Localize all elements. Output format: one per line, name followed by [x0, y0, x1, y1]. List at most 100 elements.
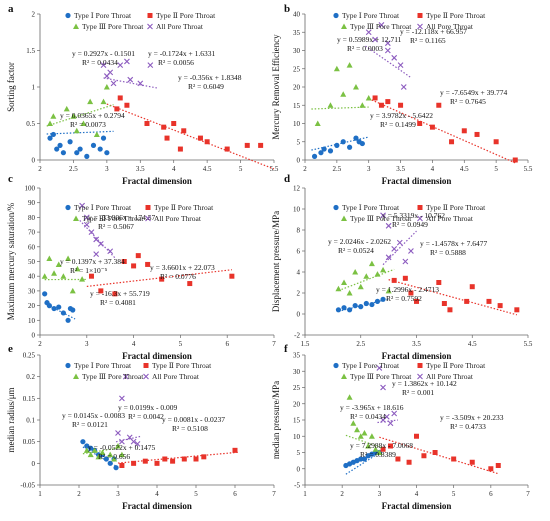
data-point-type3 [103, 84, 110, 90]
data-point-type3 [73, 127, 80, 134]
data-point-type1 [56, 304, 62, 310]
x-tick-label: 7 [272, 340, 276, 348]
data-point-all [117, 62, 124, 68]
r-squared-label: R² = 0.0121 [72, 420, 108, 429]
data-point-type3 [359, 102, 366, 108]
data-point-type1 [107, 460, 113, 466]
trend-line-type1 [338, 298, 389, 312]
r-squared-label: R² = 0.1165 [410, 36, 446, 45]
data-point-all [400, 84, 407, 90]
data-point-type3 [63, 105, 70, 112]
data-point-type1 [334, 142, 340, 148]
data-point-all [107, 248, 114, 255]
r-squared-label: R² = 0.5888 [430, 248, 466, 257]
y-tick-label: 25 [293, 384, 301, 392]
data-point-type3 [46, 255, 53, 262]
series-type2 [388, 275, 520, 316]
y-tick-label: 12 [293, 185, 301, 193]
series-type2 [368, 95, 518, 164]
legend-item-type2: Type Ⅱ Pore Throat [147, 11, 216, 20]
data-point-type1 [88, 445, 94, 451]
data-point-all [384, 47, 391, 54]
regression-equation: y = 3.9782x - 5.6422 [370, 111, 433, 120]
x-tick-label: 4 [431, 165, 435, 173]
data-point-type2 [170, 458, 176, 464]
regression-equation: y = 7.2988x - 7.0068 [350, 441, 413, 450]
data-point-all [127, 76, 134, 83]
legend-marker-all [143, 373, 149, 380]
data-point-all [396, 239, 403, 246]
y-tick-label: -5 [294, 482, 300, 490]
data-point-type3 [365, 443, 372, 449]
data-point-type3 [93, 131, 100, 137]
data-point-type1 [358, 456, 364, 462]
data-point-type1 [103, 456, 109, 462]
data-point-type1 [359, 140, 365, 147]
legend-item-type3: Type Ⅲ Pore Throat [73, 372, 144, 381]
x-tick-label: 2 [38, 340, 42, 348]
y-tick-label: 0.15 [23, 395, 36, 403]
legend-item-all: All Pore Throat [145, 214, 202, 223]
x-tick-label: 2 [38, 165, 42, 173]
y-tick-label: 0.5 [26, 120, 35, 128]
data-point-type3 [55, 261, 62, 267]
y-tick-label: 35 [293, 29, 301, 37]
trend-line-all [382, 230, 417, 266]
data-point-all [387, 420, 394, 427]
y-tick-label: 30 [293, 368, 301, 376]
trend-line-all [103, 77, 158, 89]
y-tick-label: 60 [28, 243, 36, 251]
data-point-type1 [54, 146, 60, 152]
data-point-type3 [87, 451, 94, 458]
data-point-type3 [350, 420, 357, 426]
data-point-type2 [154, 460, 160, 466]
legend-marker-type3 [341, 373, 347, 379]
data-point-type3 [372, 446, 379, 452]
series-all [100, 58, 158, 89]
legend-item-type1: Type Ⅰ Pore Throat [333, 11, 400, 20]
regression-equation: y = -7.6549x + 39.774 [440, 88, 507, 97]
regression-equation: y = 3.6601x + 22.073 [150, 263, 215, 272]
x-tick-label: 5 [494, 165, 498, 173]
data-point-type3 [376, 449, 383, 455]
data-point-type2 [406, 459, 412, 465]
panel-letter: e [8, 343, 13, 355]
data-point-type1 [90, 142, 97, 148]
data-point-type2 [380, 446, 386, 452]
data-point-type2 [514, 307, 520, 313]
x-tick-label: 4 [155, 490, 159, 498]
y-axis-title: median pressure/MPa [271, 381, 281, 459]
data-point-type1 [51, 305, 57, 312]
data-point-type3 [79, 276, 86, 282]
legend-label: Type Ⅱ Pore Throat [156, 11, 216, 20]
regression-equation: y = 1.2996x - 2.4713 [376, 285, 439, 294]
series-all [365, 22, 411, 90]
data-point-type3 [107, 451, 114, 458]
data-point-type1 [335, 307, 342, 313]
legend-item-all: All Pore Throat [147, 22, 204, 31]
legend-label: All Pore Throat [426, 22, 474, 31]
data-point-type2 [124, 102, 130, 108]
regression-equation: y = 2.0246x - 2.0262 [328, 237, 391, 246]
data-point-all [119, 438, 125, 445]
legend-label: Type Ⅲ Pore Throat [350, 214, 412, 223]
data-point-type3 [314, 120, 321, 126]
r-squared-label: R² = 0.0434 [350, 412, 386, 421]
data-point-all [385, 222, 392, 229]
data-point-type1 [347, 307, 353, 313]
data-point-type3 [95, 453, 102, 460]
y-tick-label: 5 [297, 138, 301, 146]
data-point-type2 [385, 99, 391, 105]
y-tick-label: 0.2 [26, 373, 35, 381]
data-point-type1 [74, 150, 80, 156]
data-point-type1 [340, 139, 346, 145]
legend-marker-all [417, 373, 423, 380]
series-all [380, 212, 417, 266]
data-point-all [83, 214, 90, 221]
data-point-type2 [135, 253, 141, 259]
legend-marker-type1 [333, 362, 339, 369]
trend-line-type1 [46, 130, 114, 135]
data-point-type1 [70, 307, 76, 313]
data-point-type2 [378, 102, 384, 108]
data-point-type2 [177, 146, 183, 152]
